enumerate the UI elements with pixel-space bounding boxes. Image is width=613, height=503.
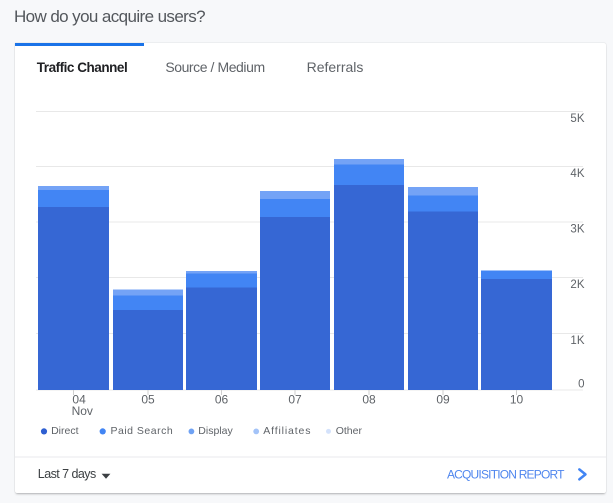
svg-text:07: 07 xyxy=(288,393,302,407)
svg-text:3K: 3K xyxy=(570,224,584,236)
svg-text:08: 08 xyxy=(362,393,376,407)
svg-text:Direct: Direct xyxy=(51,425,79,437)
svg-text:Display: Display xyxy=(198,425,233,437)
svg-text:0: 0 xyxy=(578,379,584,391)
svg-text:Affiliates: Affiliates xyxy=(263,425,311,437)
svg-text:06: 06 xyxy=(215,393,229,407)
svg-text:5K: 5K xyxy=(570,113,584,125)
svg-text:2K: 2K xyxy=(570,279,584,291)
svg-text:Last 7 days: Last 7 days xyxy=(38,467,96,481)
svg-text:05: 05 xyxy=(141,393,155,407)
svg-text:04: 04 xyxy=(72,393,86,407)
svg-text:Paid Search: Paid Search xyxy=(111,425,174,437)
svg-text:Nov: Nov xyxy=(72,404,93,418)
svg-text:1K: 1K xyxy=(570,335,584,347)
svg-text:ACQUISITION REPORT: ACQUISITION REPORT xyxy=(447,468,565,482)
svg-text:Other: Other xyxy=(336,425,363,437)
svg-text:4K: 4K xyxy=(570,168,584,180)
svg-text:09: 09 xyxy=(436,393,450,407)
svg-text:10: 10 xyxy=(510,393,524,407)
